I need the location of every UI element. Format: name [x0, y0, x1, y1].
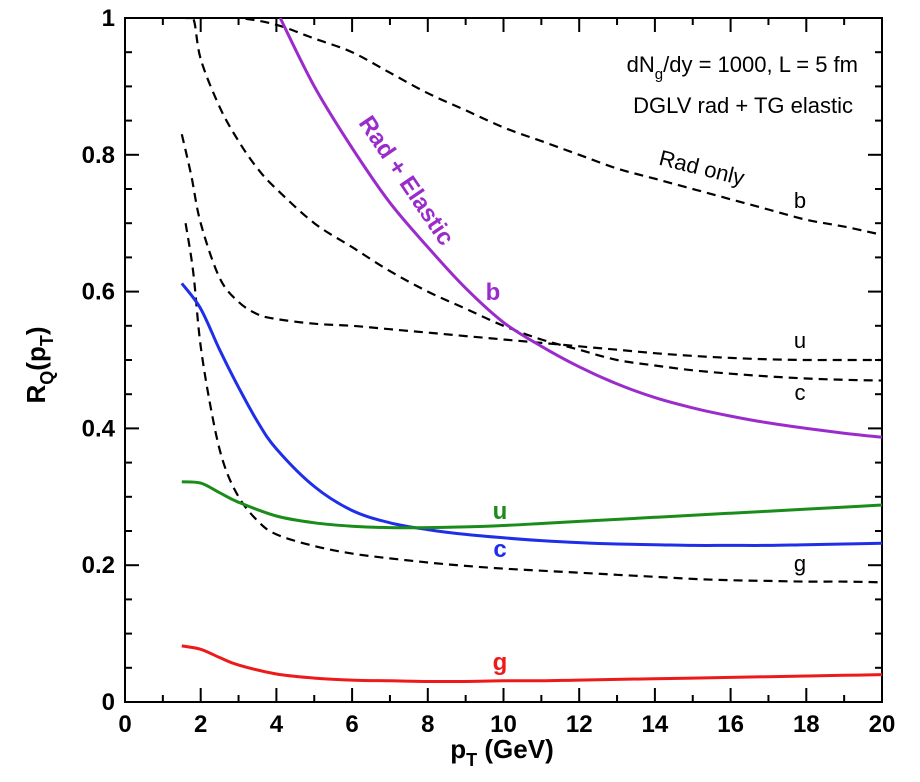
- series-label-elastic-c: c: [493, 536, 506, 563]
- x-tick-label: 6: [345, 711, 358, 738]
- annotation-line1: dNg/dy = 1000, L = 5 fm: [627, 52, 858, 83]
- series-line-rad-elastic-g: [181, 644, 882, 684]
- y-tick-label: 0.6: [82, 279, 115, 306]
- x-tick-label: 2: [194, 711, 207, 738]
- series-line-rad-only-g: [184, 223, 882, 584]
- y-tick-label: 0.8: [82, 142, 115, 169]
- y-axis-title: RQ(pT): [21, 326, 57, 403]
- x-axis-title: pT (GeV): [450, 734, 553, 770]
- series-label-rad-u: u: [794, 328, 806, 353]
- series-line-rad-only-u: [180, 134, 882, 362]
- y-tick-label: 0.2: [82, 552, 115, 579]
- x-tick-label: 12: [566, 711, 593, 738]
- y-tick-label: 1: [102, 5, 115, 32]
- series-line-rad-elastic-c: [180, 282, 882, 547]
- plot-frame: [124, 17, 883, 703]
- x-tick-label: 0: [118, 711, 131, 738]
- x-tick-label: 4: [270, 711, 284, 738]
- annotation-line2: DGLV rad + TG elastic: [633, 93, 853, 118]
- y-tick-label: 0.4: [82, 415, 116, 442]
- x-tick-label: 16: [717, 711, 744, 738]
- series-line-rad-only-b: [185, 18, 882, 236]
- x-tick-label: 8: [421, 711, 434, 738]
- x-tick-label: 18: [793, 711, 820, 738]
- series-label-rad-c: c: [795, 380, 806, 405]
- series-label-rad-g: g: [794, 551, 806, 576]
- y-tick-label: 0: [102, 689, 115, 716]
- series-line-rad-elastic-b: [278, 18, 882, 439]
- series-label-rad-b: b: [794, 188, 806, 213]
- x-tick-label: 10: [490, 711, 517, 738]
- series-label-elastic-u: u: [493, 498, 508, 525]
- series-line-rad-elastic-u: [181, 480, 882, 530]
- series-label-elastic-b: b: [486, 279, 501, 306]
- series-label-elastic-g: g: [493, 649, 508, 676]
- x-tick-label: 20: [869, 711, 896, 738]
- x-tick-label: 14: [642, 711, 669, 738]
- annotation-rad-elastic: Rad + Elastic: [353, 111, 459, 251]
